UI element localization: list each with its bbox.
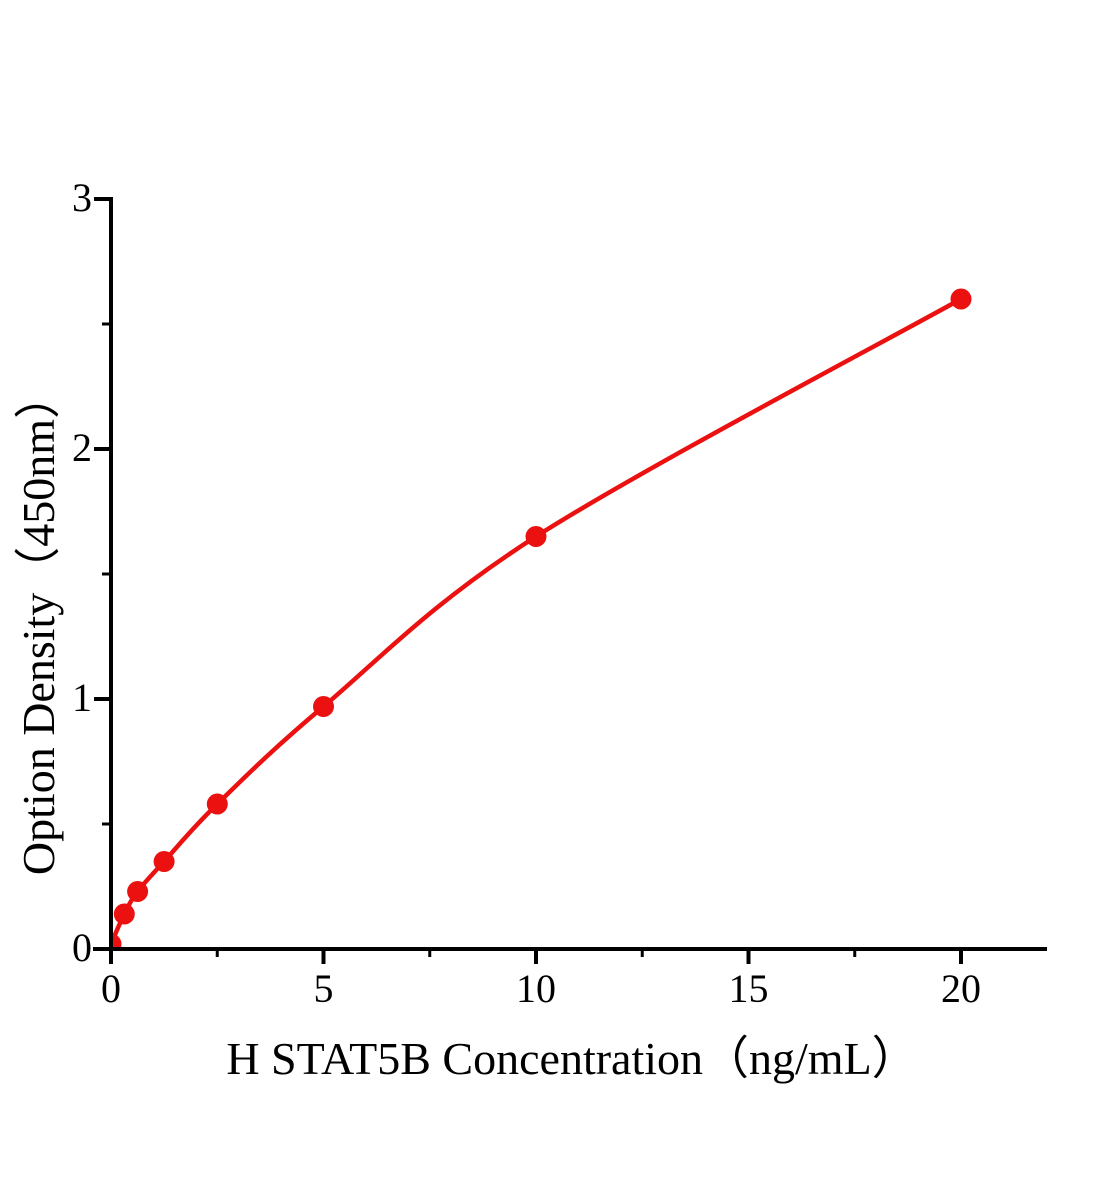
y-axis-tick-labels: 0 1 2 3 [72, 175, 92, 970]
y-axis-title: Option Density（450nm） [13, 373, 64, 875]
y-tick-label-3: 3 [72, 175, 92, 220]
y-axis-ticks [94, 197, 111, 951]
axes: 0 5 10 15 20 0 1 2 3 [72, 175, 1047, 1011]
data-series [111, 288, 972, 949]
x-axis-tick-labels: 0 5 10 15 20 [101, 966, 981, 1011]
x-tick-label-5: 5 [314, 966, 334, 1011]
data-point-0.625 [127, 881, 149, 902]
x-axis-title: H STAT5B Concentration（ng/mL） [226, 1033, 917, 1084]
data-point-1.25 [153, 851, 175, 872]
data-point-0 [111, 933, 122, 949]
data-point-0.313 [113, 903, 135, 925]
data-points [111, 288, 972, 949]
standard-curve-line [111, 296, 964, 947]
x-tick-label-10: 10 [516, 966, 556, 1011]
x-tick-label-20: 20 [941, 966, 981, 1011]
x-tick-label-15: 15 [729, 966, 769, 1011]
data-point-20 [950, 288, 972, 310]
y-tick-label-0: 0 [72, 925, 92, 970]
x-tick-label-0: 0 [101, 966, 121, 1011]
data-point-5 [313, 696, 334, 717]
y-tick-label-1: 1 [72, 675, 92, 720]
data-point-2.5 [206, 793, 228, 815]
x-axis-ticks [109, 949, 963, 964]
y-tick-label-2: 2 [72, 425, 92, 470]
data-point-10 [525, 526, 547, 547]
